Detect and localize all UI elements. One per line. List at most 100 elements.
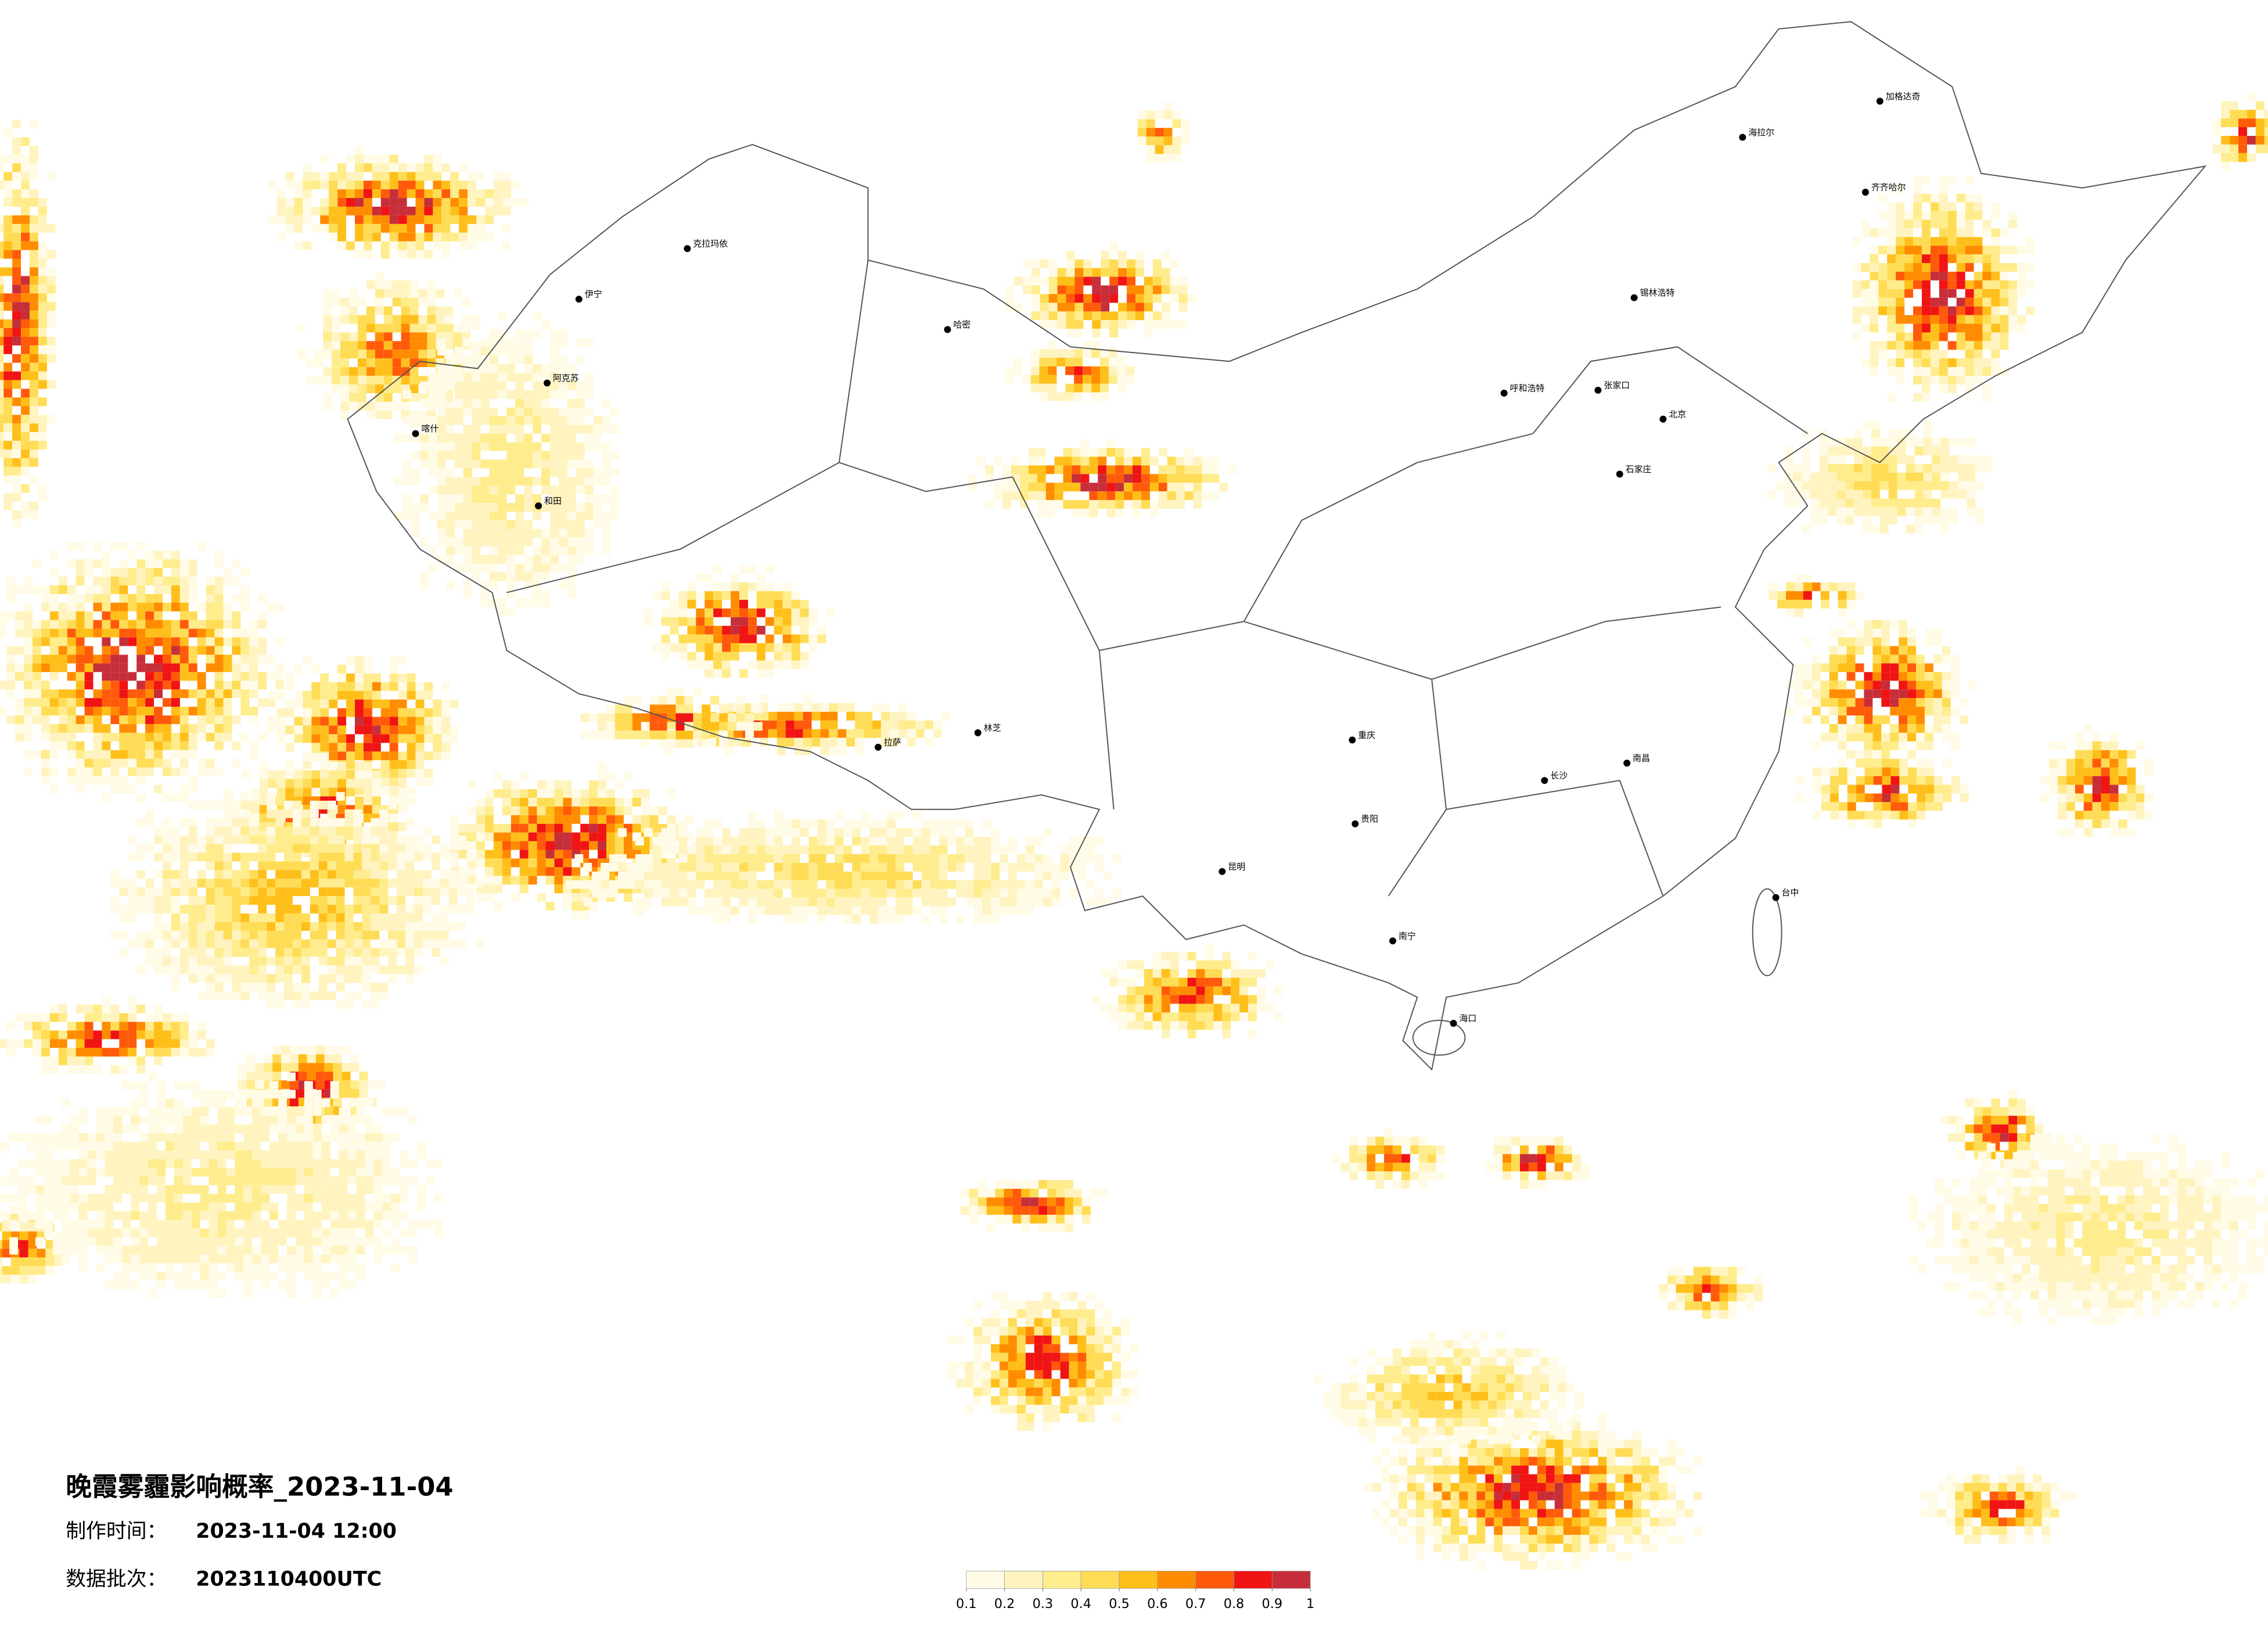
probability-cell	[342, 1045, 351, 1055]
probability-cell	[311, 743, 321, 752]
probability-cell	[285, 197, 294, 207]
probability-cell	[1946, 1517, 1956, 1527]
probability-cell	[1974, 1124, 1983, 1134]
probability-cell	[1899, 689, 1908, 699]
probability-cell	[1930, 323, 1939, 333]
probability-cell	[519, 772, 529, 780]
probability-cell	[136, 707, 146, 715]
probability-cell	[1917, 811, 1926, 820]
probability-cell	[1511, 1500, 1521, 1509]
probability-cell	[1065, 366, 1074, 375]
probability-cell	[2127, 793, 2136, 803]
probability-cell	[973, 1361, 983, 1370]
probability-cell	[1855, 681, 1864, 690]
probability-cell	[1710, 1293, 1720, 1302]
probability-cell	[493, 850, 502, 859]
probability-cell	[1913, 237, 1922, 246]
probability-cell	[782, 643, 792, 652]
probability-cell	[354, 224, 364, 233]
probability-cell	[21, 458, 30, 467]
probability-cell	[102, 1013, 111, 1022]
probability-cell	[1982, 1116, 1992, 1125]
probability-cell	[1684, 1509, 1694, 1518]
probability-cell	[1037, 500, 1046, 509]
probability-cell	[2026, 1116, 2035, 1125]
probability-cell	[372, 717, 381, 726]
probability-cell	[1008, 1335, 1017, 1344]
probability-cell	[41, 628, 50, 638]
probability-cell	[693, 713, 702, 722]
probability-cell	[93, 741, 102, 750]
probability-cell	[392, 358, 401, 368]
probability-cell	[2000, 271, 2009, 280]
probability-cell	[537, 780, 546, 789]
probability-cell	[2007, 1526, 2016, 1535]
probability-cell	[15, 1039, 24, 1048]
probability-cell	[1864, 811, 1874, 820]
probability-cell	[1196, 960, 1205, 969]
probability-cell	[49, 1004, 59, 1013]
probability-cell	[1598, 1439, 1607, 1448]
probability-cell	[1606, 1448, 1616, 1457]
probability-cell	[1468, 1535, 1477, 1544]
probability-cell	[1161, 250, 1170, 260]
probability-cell	[15, 646, 24, 655]
probability-cell	[15, 732, 24, 742]
probability-cell	[1503, 1483, 1512, 1492]
probability-cell	[258, 620, 267, 629]
probability-cell	[67, 689, 76, 699]
probability-cell	[1503, 1517, 1512, 1527]
probability-cell	[872, 720, 881, 729]
probability-cell	[128, 577, 137, 585]
probability-cell	[1081, 1206, 1091, 1215]
probability-cell	[713, 660, 723, 670]
probability-cell	[1887, 358, 1896, 368]
probability-cell	[29, 441, 38, 450]
probability-cell	[687, 634, 696, 643]
probability-cell	[285, 224, 294, 233]
probability-cell	[12, 380, 21, 389]
probability-cell	[366, 341, 375, 350]
probability-cell	[1956, 262, 1965, 272]
probability-cell	[320, 760, 329, 769]
probability-cell	[632, 797, 641, 807]
probability-cell	[154, 689, 163, 699]
probability-cell	[705, 669, 714, 678]
probability-cell	[281, 1054, 290, 1063]
probability-cell	[1098, 448, 1107, 457]
probability-cell	[46, 224, 56, 233]
probability-cell	[145, 707, 154, 715]
probability-cell	[1248, 969, 1257, 978]
probability-cell	[1112, 1326, 1122, 1336]
probability-cell	[1933, 715, 1942, 724]
probability-cell	[1728, 1284, 1737, 1293]
probability-cell	[1624, 1517, 1633, 1527]
probability-cell	[1956, 193, 1965, 203]
probability-cell	[528, 823, 537, 833]
probability-cell	[232, 611, 241, 620]
probability-cell	[459, 181, 468, 190]
probability-cell	[1899, 732, 1908, 742]
probability-cell	[1684, 1275, 1694, 1285]
probability-cell	[76, 1021, 85, 1031]
probability-cell	[0, 707, 7, 715]
probability-cell	[1965, 297, 1974, 307]
probability-cell	[2066, 793, 2075, 803]
probability-cell	[311, 717, 321, 726]
probability-cell	[171, 681, 180, 690]
probability-cell	[46, 354, 56, 363]
probability-cell	[1921, 384, 1931, 393]
probability-cell	[67, 585, 76, 594]
probability-cell	[401, 289, 410, 298]
probability-cell	[1974, 341, 1983, 350]
probability-cell	[1141, 483, 1150, 492]
probability-cell	[1031, 268, 1040, 277]
probability-cell	[415, 690, 425, 700]
probability-cell	[363, 787, 372, 797]
probability-cell	[332, 367, 341, 376]
probability-cell	[357, 341, 366, 350]
probability-cell	[1872, 646, 1882, 655]
probability-cell	[1947, 246, 1957, 255]
probability-cell	[1503, 1136, 1512, 1146]
probability-cell	[12, 137, 21, 146]
